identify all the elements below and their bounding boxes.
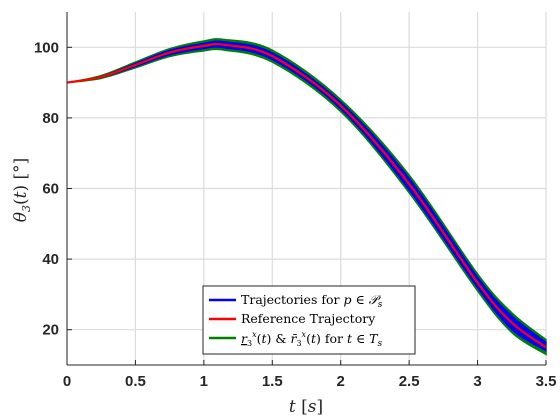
axes: [66, 12, 547, 366]
y-axis-label: θ3(t) [°]: [11, 158, 33, 223]
x-tick-label: 0: [63, 373, 71, 390]
y-tick-label: 60: [42, 181, 59, 198]
y-tick-label: 40: [42, 251, 59, 268]
x-tick-label: 3: [473, 373, 481, 390]
x-tick-label: 2.5: [399, 373, 420, 390]
x-tick-label: 1: [200, 373, 208, 390]
reference-line-red: [66, 42, 547, 349]
x-tick-label: 3.5: [536, 373, 557, 390]
legend-box: [202, 285, 416, 355]
x-tick-label: 2: [337, 373, 345, 390]
plot-area: [66, 38, 547, 356]
y-tick-label: 100: [34, 39, 59, 56]
legend-label-bounds: r3x(t) & r̄3x(t) for t ∈ Ts: [241, 330, 383, 349]
x-axis-label: t [s]: [289, 397, 323, 417]
y-tick-label: 20: [42, 322, 59, 339]
x-tick-label: 1.5: [262, 373, 283, 390]
x-tick-label: 0.5: [125, 373, 146, 390]
legend-label-trajectories: Trajectories for p ∈ 𝒫s: [241, 292, 383, 310]
y-tick-label: 80: [42, 110, 59, 127]
legend-label-reference: Reference Trajectory: [241, 311, 376, 326]
tick-labels: 0 0.5 1 1.5 2 2.5 3 3.5 20 40 60 80 100: [34, 39, 556, 390]
